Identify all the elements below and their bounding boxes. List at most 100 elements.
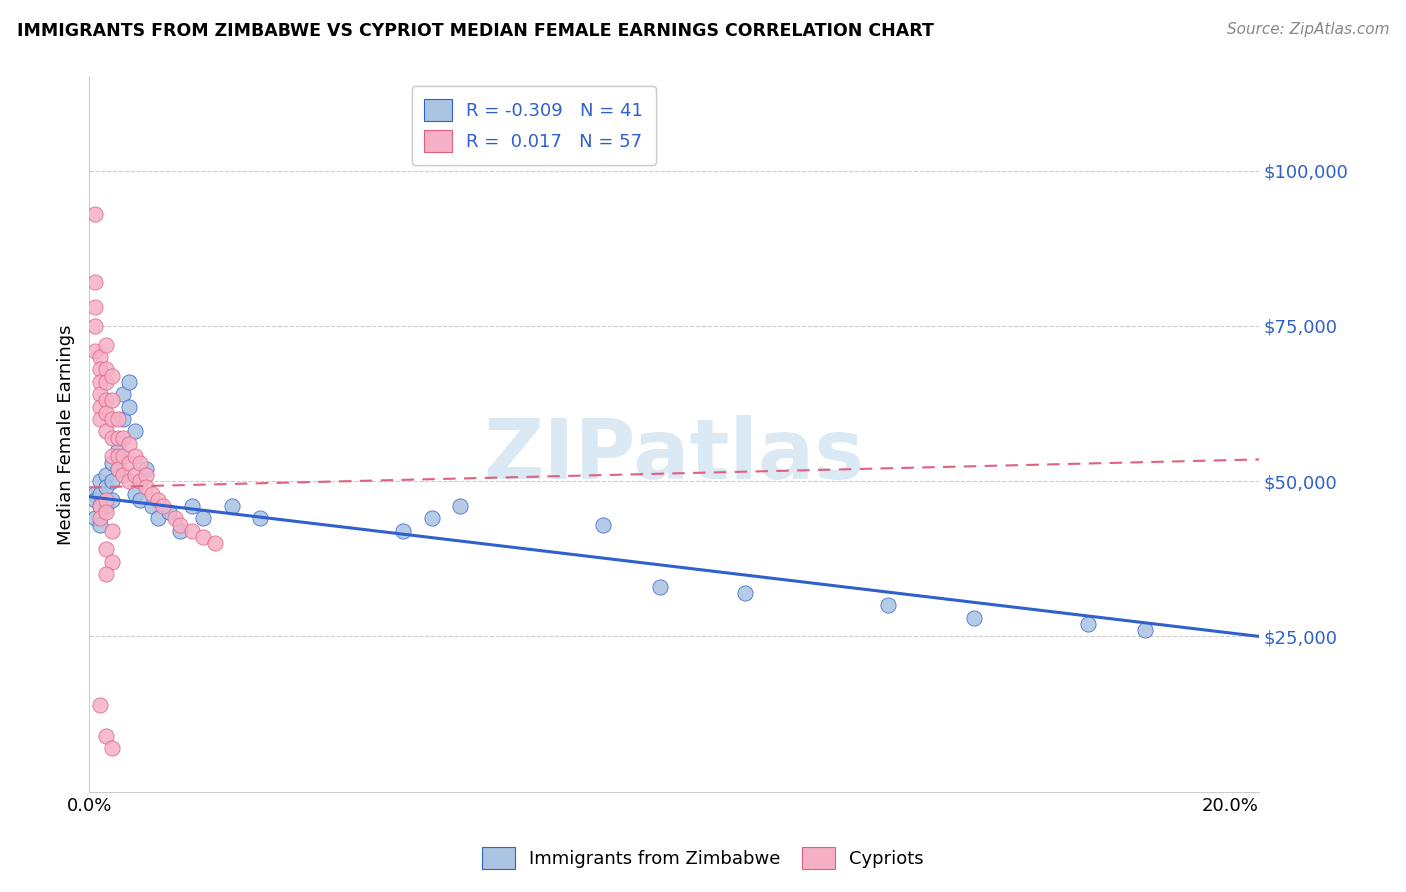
- Point: [96, 375, 118, 389]
- Point: [89, 387, 111, 401]
- Point: [193, 511, 215, 525]
- Point: [89, 350, 111, 364]
- Point: [141, 486, 163, 500]
- Point: [96, 567, 118, 582]
- Point: [101, 368, 124, 383]
- Point: [107, 412, 129, 426]
- Point: [124, 450, 146, 464]
- Point: [129, 456, 152, 470]
- Text: ZIPatlas: ZIPatlas: [484, 416, 865, 497]
- Point: [83, 343, 105, 358]
- Point: [83, 486, 105, 500]
- Point: [249, 511, 271, 525]
- Point: [89, 375, 111, 389]
- Point: [101, 492, 124, 507]
- Point: [101, 431, 124, 445]
- Point: [169, 517, 191, 532]
- Point: [107, 450, 129, 464]
- Point: [112, 467, 135, 482]
- Point: [112, 431, 135, 445]
- Point: [107, 431, 129, 445]
- Point: [420, 511, 443, 525]
- Point: [129, 492, 152, 507]
- Point: [157, 505, 180, 519]
- Point: [89, 499, 111, 513]
- Point: [180, 499, 202, 513]
- Text: Source: ZipAtlas.com: Source: ZipAtlas.com: [1226, 22, 1389, 37]
- Point: [89, 400, 111, 414]
- Point: [204, 536, 226, 550]
- Legend: R = -0.309   N = 41, R =  0.017   N = 57: R = -0.309 N = 41, R = 0.017 N = 57: [412, 87, 655, 165]
- Point: [89, 499, 111, 513]
- Point: [112, 412, 135, 426]
- Point: [163, 511, 186, 525]
- Point: [96, 337, 118, 351]
- Point: [83, 492, 105, 507]
- Text: IMMIGRANTS FROM ZIMBABWE VS CYPRIOT MEDIAN FEMALE EARNINGS CORRELATION CHART: IMMIGRANTS FROM ZIMBABWE VS CYPRIOT MEDI…: [17, 22, 934, 40]
- Point: [129, 474, 152, 488]
- Point: [124, 486, 146, 500]
- Point: [112, 387, 135, 401]
- Point: [101, 450, 124, 464]
- Point: [963, 611, 986, 625]
- Point: [118, 437, 141, 451]
- Point: [83, 511, 105, 525]
- Point: [592, 517, 614, 532]
- Point: [101, 474, 124, 488]
- Point: [648, 580, 671, 594]
- Point: [101, 412, 124, 426]
- Point: [96, 505, 118, 519]
- Point: [135, 461, 157, 475]
- Point: [169, 524, 191, 538]
- Point: [101, 393, 124, 408]
- Y-axis label: Median Female Earnings: Median Female Earnings: [58, 325, 75, 545]
- Point: [96, 467, 118, 482]
- Point: [101, 555, 124, 569]
- Point: [193, 530, 215, 544]
- Point: [83, 300, 105, 314]
- Point: [96, 425, 118, 439]
- Point: [96, 480, 118, 494]
- Point: [449, 499, 471, 513]
- Legend: Immigrants from Zimbabwe, Cypriots: Immigrants from Zimbabwe, Cypriots: [474, 838, 932, 879]
- Point: [392, 524, 415, 538]
- Point: [180, 524, 202, 538]
- Point: [89, 486, 111, 500]
- Point: [101, 456, 124, 470]
- Point: [135, 480, 157, 494]
- Point: [107, 461, 129, 475]
- Point: [107, 443, 129, 458]
- Point: [89, 474, 111, 488]
- Point: [96, 729, 118, 743]
- Point: [152, 499, 174, 513]
- Point: [96, 393, 118, 408]
- Point: [101, 524, 124, 538]
- Point: [107, 461, 129, 475]
- Point: [877, 599, 900, 613]
- Point: [101, 741, 124, 756]
- Point: [96, 406, 118, 420]
- Point: [221, 499, 243, 513]
- Point: [83, 207, 105, 221]
- Point: [146, 492, 169, 507]
- Point: [96, 362, 118, 376]
- Point: [734, 586, 756, 600]
- Point: [135, 467, 157, 482]
- Point: [1133, 624, 1156, 638]
- Point: [89, 412, 111, 426]
- Point: [118, 375, 141, 389]
- Point: [89, 362, 111, 376]
- Point: [83, 318, 105, 333]
- Point: [1077, 617, 1099, 632]
- Point: [96, 542, 118, 557]
- Point: [96, 499, 118, 513]
- Point: [124, 467, 146, 482]
- Point: [89, 517, 111, 532]
- Point: [124, 425, 146, 439]
- Point: [118, 400, 141, 414]
- Point: [83, 276, 105, 290]
- Point: [112, 450, 135, 464]
- Point: [146, 511, 169, 525]
- Point: [141, 499, 163, 513]
- Point: [89, 698, 111, 712]
